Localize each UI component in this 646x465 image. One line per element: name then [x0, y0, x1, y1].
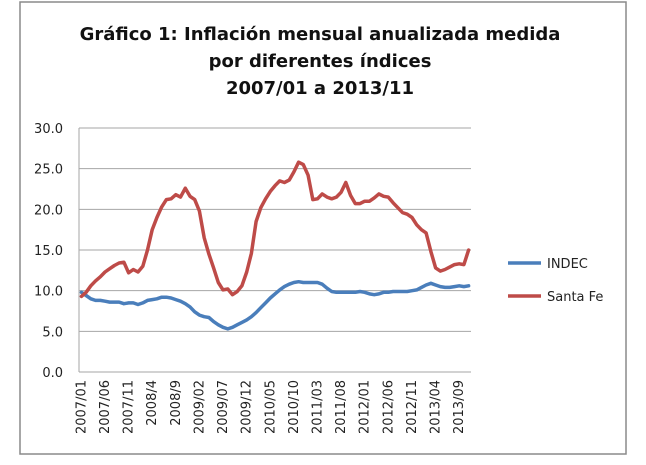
y-tick-label: 5.0	[42, 325, 63, 340]
y-tick-label: 0.0	[42, 366, 63, 381]
chart-title-line-3: 2007/01 a 2013/11	[226, 78, 414, 99]
chart-title-line-1: Gráfico 1: Inflación mensual anualizada …	[80, 24, 561, 45]
x-tick-label: 2010/10	[287, 380, 302, 434]
y-tick-label: 25.0	[34, 163, 63, 178]
x-tick-label: 2009/02	[192, 380, 207, 434]
x-tick-label: 2012/06	[381, 380, 396, 434]
x-tick-label: 2010/05	[263, 380, 278, 434]
x-tick-label: 2009/07	[216, 380, 231, 434]
legend-label: Santa Fe	[547, 290, 603, 305]
chart-frame	[19, 1, 627, 455]
x-tick-label: 2007/11	[122, 380, 137, 434]
x-tick-label: 2012/01	[358, 380, 373, 434]
x-tick-label: 2007/06	[98, 380, 113, 434]
y-tick-label: 30.0	[34, 122, 63, 137]
y-axis: 0.0 5.0 10.0 15.0 20.0 25.0 30.0	[34, 122, 63, 381]
series-line-santa-fe	[79, 160, 471, 299]
series-line-indec	[79, 279, 471, 331]
series-lines	[79, 160, 471, 331]
x-tick-label: 2011/08	[334, 380, 349, 434]
legend: INDEC Santa Fe	[508, 257, 603, 305]
y-tick-label: 10.0	[34, 285, 63, 300]
x-tick-label: 2007/01	[74, 380, 89, 434]
x-tick-label: 2013/04	[429, 380, 444, 434]
legend-label: INDEC	[547, 257, 588, 272]
chart-title-line-2: por diferentes índices	[209, 51, 432, 72]
x-tick-label: 2011/03	[311, 380, 326, 434]
y-tick-label: 20.0	[34, 203, 63, 218]
x-tick-label: 2013/09	[452, 380, 467, 434]
x-axis: 2007/01 2007/06 2007/11 2008/4 2008/9 2009/02…	[74, 380, 467, 434]
x-tick-label: 2008/4	[145, 380, 160, 426]
x-tick-label: 2009/12	[240, 380, 255, 434]
y-tick-label: 15.0	[34, 244, 63, 259]
x-tick-label: 2012/11	[405, 380, 420, 434]
x-tick-label: 2008/9	[169, 380, 184, 426]
gridlines	[78, 127, 471, 373]
